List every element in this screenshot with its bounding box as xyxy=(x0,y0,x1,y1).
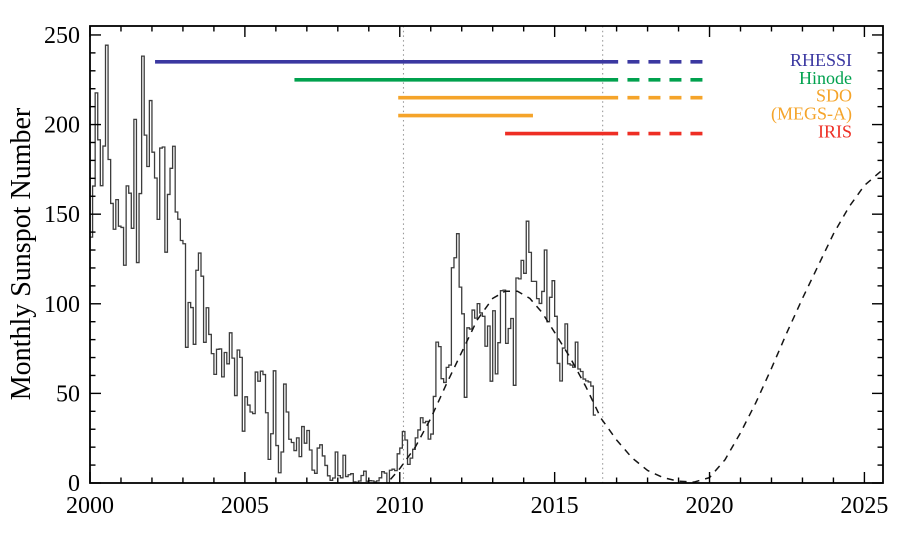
legend-label-hinode: Hinode xyxy=(799,68,852,88)
x-tick-label: 2010 xyxy=(376,493,424,519)
x-tick-label: 2005 xyxy=(221,493,269,519)
legend-label-rhessi: RHESSI xyxy=(790,50,852,70)
x-tick-label: 2025 xyxy=(840,493,888,519)
legend-label-sdo: SDO xyxy=(816,86,852,106)
mission-bars-group xyxy=(155,60,704,136)
axes-group xyxy=(89,25,884,484)
y-tick-label: 0 xyxy=(68,471,80,497)
monthly-sunspot-number xyxy=(90,44,596,484)
y-axis-title: Monthly Sunspot Number xyxy=(6,107,37,400)
x-tick-label: 2000 xyxy=(66,493,114,519)
y-tick-label: 150 xyxy=(44,202,80,228)
smoothed-cycle-prediction xyxy=(389,168,884,483)
y-tick-label: 100 xyxy=(44,292,80,318)
y-tick-label: 50 xyxy=(56,381,80,407)
legend-label-iris: IRIS xyxy=(818,122,852,142)
y-tick-label: 250 xyxy=(44,23,80,49)
tick-label-group: 2000 2005 2010 2015 2020 2025 0 50 100 150 200 250 xyxy=(44,23,888,519)
x-tick-label: 2020 xyxy=(686,493,734,519)
plot-border xyxy=(89,25,884,484)
x-tick-label: 2015 xyxy=(531,493,579,519)
legend-label-megsa: (MEGS-A) xyxy=(771,104,852,125)
prediction-curve-group xyxy=(389,168,884,483)
reference-line-group xyxy=(402,26,604,483)
histogram-group xyxy=(90,44,596,484)
y-tick-label: 200 xyxy=(44,113,80,139)
